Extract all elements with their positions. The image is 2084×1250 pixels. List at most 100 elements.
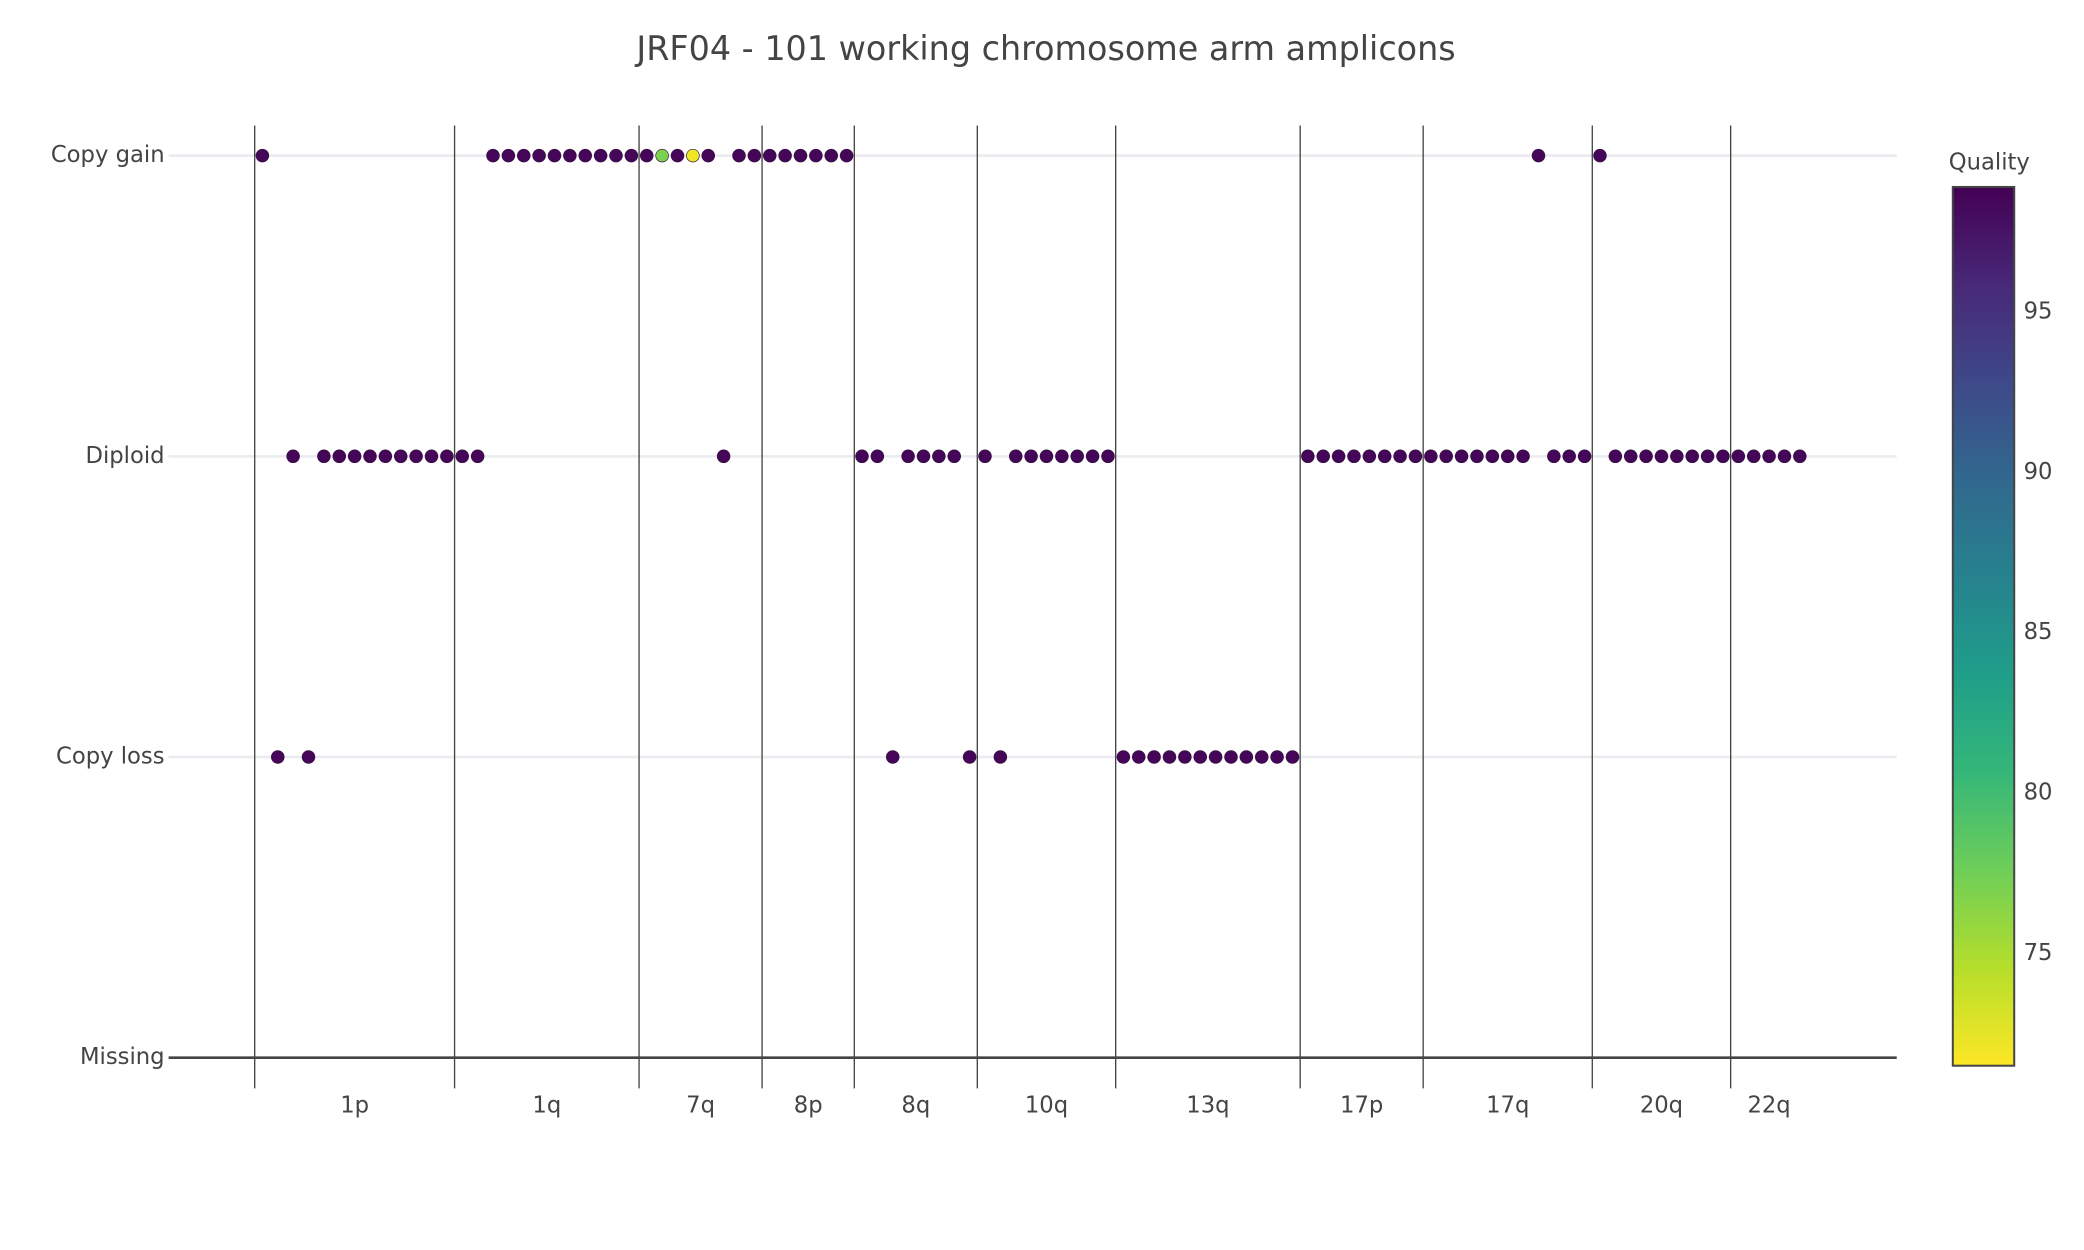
y-tick-label: Copy loss <box>56 743 165 769</box>
data-point <box>1239 750 1254 764</box>
data-point <box>962 750 977 764</box>
data-point <box>1024 449 1038 464</box>
data-point <box>378 449 393 464</box>
data-point <box>1516 449 1530 464</box>
colorbar-tick-label: 80 <box>2024 780 2053 806</box>
data-point <box>547 148 562 163</box>
data-point <box>455 449 470 464</box>
data-point <box>347 449 362 464</box>
data-point <box>1439 449 1453 464</box>
x-tick-label: 8p <box>794 1092 823 1118</box>
data-point <box>317 449 331 464</box>
data-point <box>747 148 762 163</box>
data-point <box>409 449 423 464</box>
data-point <box>1393 449 1407 464</box>
colorbar-tick-label: 95 <box>2024 299 2053 325</box>
data-point <box>1562 449 1576 464</box>
data-point <box>1731 449 1746 464</box>
data-point <box>1716 449 1730 464</box>
data-point <box>1470 449 1484 464</box>
data-point <box>1577 449 1592 464</box>
data-point <box>839 148 854 163</box>
data-point <box>932 449 946 464</box>
data-point <box>885 750 900 764</box>
data-point <box>1347 449 1361 464</box>
data-point <box>947 449 961 464</box>
data-point <box>501 148 516 163</box>
data-point <box>1762 449 1776 464</box>
data-point <box>1331 449 1346 464</box>
data-point <box>793 148 808 163</box>
data-point <box>609 148 623 163</box>
data-point <box>532 148 546 163</box>
colorbar <box>1951 185 2016 1067</box>
data-point <box>1654 449 1669 464</box>
data-point <box>624 148 639 163</box>
x-tick-label: 13q <box>1186 1092 1229 1118</box>
data-point <box>332 449 347 464</box>
data-point <box>271 750 285 764</box>
data-point <box>655 148 669 163</box>
data-point <box>1793 449 1807 464</box>
data-point <box>1131 750 1146 764</box>
colorbar-tick-label: 75 <box>2024 940 2053 966</box>
x-tick-label: 22q <box>1747 1092 1790 1118</box>
data-point <box>1593 148 1607 163</box>
data-point <box>486 148 500 163</box>
data-point <box>394 449 408 464</box>
data-point <box>1008 449 1023 464</box>
data-point <box>517 148 531 163</box>
x-tick-label: 8q <box>901 1092 930 1118</box>
data-point <box>440 449 454 464</box>
colorbar-title: Quality <box>1949 149 2030 175</box>
data-point <box>701 148 715 163</box>
data-point <box>1454 449 1469 464</box>
x-tick-label: 10q <box>1025 1092 1068 1118</box>
y-tick-label: Copy gain <box>51 142 165 168</box>
data-point <box>1623 449 1638 464</box>
data-point <box>670 148 685 163</box>
data-point <box>1777 449 1792 464</box>
data-point <box>1039 449 1054 464</box>
data-point <box>470 449 485 464</box>
x-tick-label: 1q <box>532 1092 561 1118</box>
data-point <box>1162 750 1177 764</box>
x-tick-label: 1p <box>340 1092 369 1118</box>
data-point <box>424 449 439 464</box>
data-point <box>1193 750 1207 764</box>
data-point <box>1500 449 1515 464</box>
data-point <box>809 148 823 163</box>
data-point <box>870 449 885 464</box>
data-point <box>1377 449 1392 464</box>
data-point <box>901 449 915 464</box>
data-point <box>1485 449 1500 464</box>
data-point <box>640 148 654 163</box>
data-point <box>855 449 869 464</box>
x-tick-label: 20q <box>1640 1092 1683 1118</box>
data-point <box>1424 449 1438 464</box>
data-point <box>1085 449 1100 464</box>
data-point <box>716 449 731 464</box>
data-point <box>1070 449 1084 464</box>
data-point <box>732 148 746 163</box>
data-point <box>824 148 838 163</box>
data-point <box>1147 750 1161 764</box>
data-point <box>1301 449 1315 464</box>
data-point <box>1746 449 1761 464</box>
x-tick-label: 17q <box>1486 1092 1529 1118</box>
y-tick-label: Diploid <box>86 443 165 469</box>
data-point <box>1700 449 1715 464</box>
data-point <box>1670 449 1684 464</box>
data-point <box>363 449 377 464</box>
colorbar-tick-label: 90 <box>2024 459 2053 485</box>
data-point <box>686 148 700 163</box>
data-point <box>1254 750 1269 764</box>
data-point <box>1408 449 1423 464</box>
data-point <box>1224 750 1238 764</box>
data-point <box>993 750 1008 764</box>
x-tick-label: 17p <box>1340 1092 1383 1118</box>
data-point <box>1685 449 1699 464</box>
data-point <box>1362 449 1377 464</box>
data-point <box>1055 449 1069 464</box>
